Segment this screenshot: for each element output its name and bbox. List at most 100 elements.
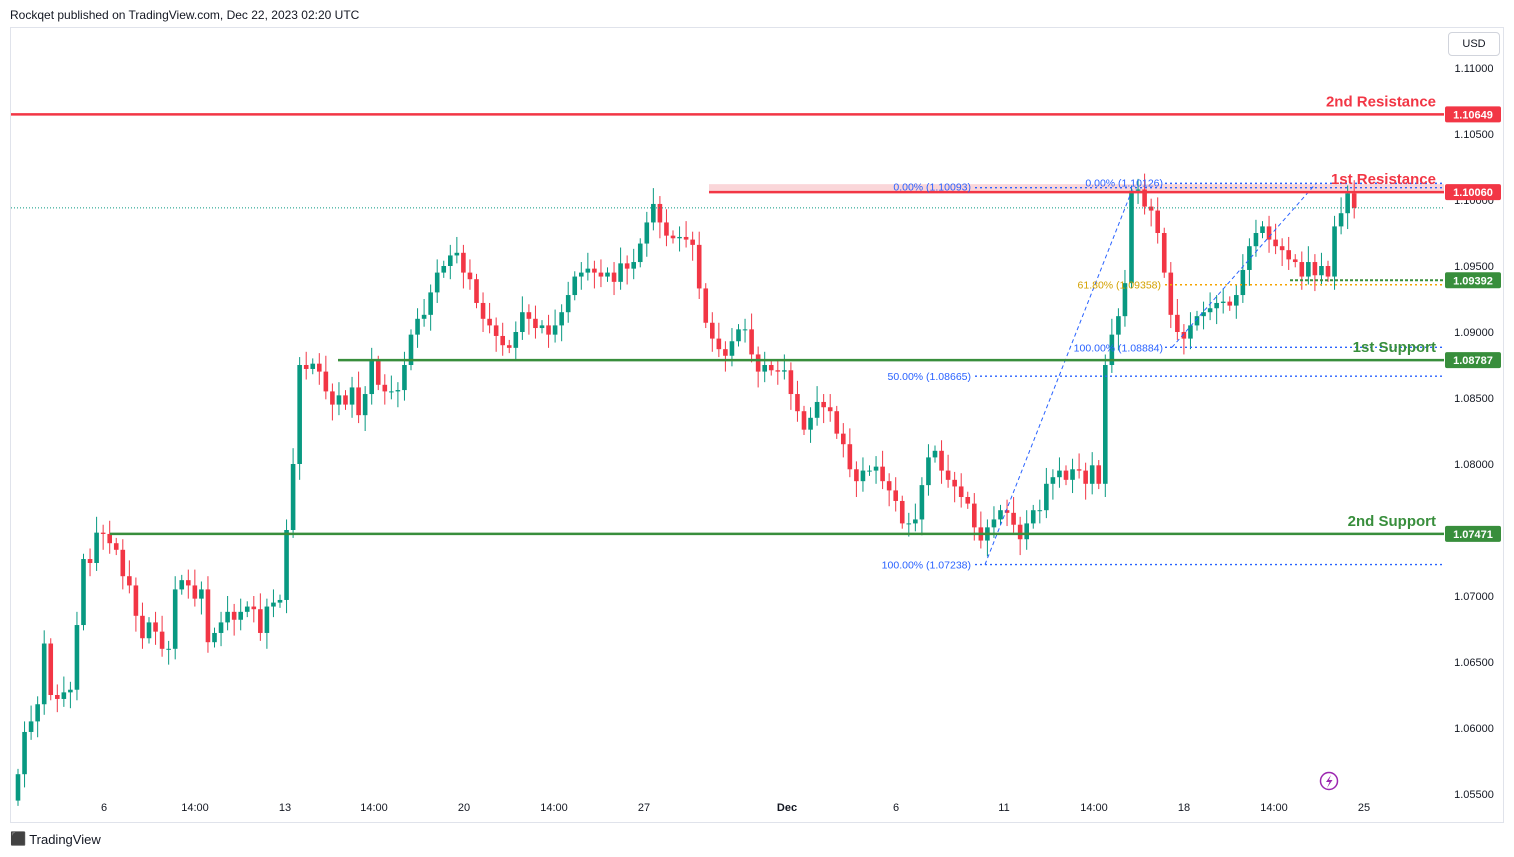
candle-body <box>696 244 702 289</box>
candle-body <box>768 365 774 371</box>
candle-body <box>972 503 977 528</box>
candle-body <box>251 606 257 610</box>
time-tick-label: 20 <box>458 802 470 814</box>
price-tick-label: 1.05500 <box>1454 789 1494 801</box>
candle-body <box>945 470 951 480</box>
candle-body <box>1057 470 1062 478</box>
candle-body <box>1299 262 1305 277</box>
candle-body <box>408 334 414 365</box>
price-tick-label: 1.09000 <box>1454 327 1494 339</box>
candle-body <box>448 255 453 266</box>
candle-body <box>1345 193 1350 214</box>
candle-body <box>651 203 656 223</box>
candle-body <box>886 481 892 491</box>
candle-body <box>1214 302 1219 309</box>
time-tick-label: 14:00 <box>360 802 388 814</box>
candle-body <box>428 292 433 315</box>
candle-body <box>277 599 283 603</box>
candle-body <box>1351 193 1357 208</box>
candle-body <box>441 266 447 273</box>
candle-body <box>742 329 748 331</box>
candle-body <box>179 580 185 590</box>
brand-text: TradingView <box>29 831 101 847</box>
candle-body <box>500 335 505 346</box>
candle-body <box>480 302 486 319</box>
price-tick-label: 1.08000 <box>1454 459 1494 471</box>
candle-body <box>1266 226 1272 240</box>
candle-body <box>1083 470 1088 484</box>
candle-body <box>854 469 859 482</box>
candle-body <box>1286 250 1291 260</box>
candle-body <box>290 464 296 530</box>
candle-body <box>22 731 27 775</box>
candle-body <box>559 312 564 326</box>
candle-body <box>716 338 722 350</box>
candle-body <box>205 589 211 643</box>
candle-body <box>755 354 761 372</box>
candle-body <box>454 252 460 256</box>
candle-body <box>637 243 643 263</box>
price-tag-r2: 1.10649 <box>1445 106 1501 123</box>
candle-body <box>1161 233 1167 273</box>
candle-body <box>579 272 584 277</box>
resistance-1-label: 1st Resistance <box>1331 171 1436 188</box>
price-tag-s2: 1.07471 <box>1445 525 1501 542</box>
candle-body <box>683 236 689 240</box>
candle-body <box>336 395 342 405</box>
price-tick-label: 1.11000 <box>1455 63 1494 75</box>
candle-body <box>1227 301 1233 306</box>
candle-body <box>55 695 60 699</box>
time-tick-label: 14:00 <box>540 802 568 814</box>
price-tag-s1-text: 1.08787 <box>1453 355 1493 367</box>
candle-body <box>474 279 479 303</box>
candle-body <box>1220 301 1226 303</box>
candle-body <box>35 704 40 722</box>
candle-body <box>15 774 21 801</box>
candle-body <box>356 387 361 416</box>
time-tick-label: 6 <box>101 802 107 814</box>
time-axis[interactable]: 6 14:00 13 14:00 20 14:00 27 Dec 6 11 14:00 18 14:00… <box>101 802 1370 814</box>
candle-body <box>1338 213 1344 227</box>
candlestick-series <box>15 173 1357 806</box>
currency-button[interactable]: USD <box>1448 32 1500 56</box>
tradingview-brand[interactable]: ⬛ TradingView <box>10 831 101 847</box>
candle-body <box>998 510 1003 520</box>
candle-body <box>87 559 93 563</box>
candle-body <box>670 235 676 239</box>
candle-body <box>808 417 813 430</box>
candle-body <box>821 401 826 408</box>
candle-body <box>1142 189 1147 207</box>
time-tick-label: 27 <box>638 802 650 814</box>
candle-body <box>965 497 971 504</box>
candle-body <box>284 530 289 600</box>
candle-body <box>100 532 106 534</box>
candle-body <box>1030 510 1036 524</box>
candle-body <box>585 268 591 273</box>
candle-body <box>913 519 918 524</box>
price-tag-r2-text: 1.10649 <box>1453 109 1493 121</box>
candle-body <box>186 580 191 586</box>
candle-body <box>513 332 519 348</box>
candle-body <box>317 363 322 372</box>
lightning-icon[interactable] <box>1319 771 1339 791</box>
price-axis[interactable]: 1.110001.105001.100001.095001.090001.085… <box>1454 63 1494 801</box>
candle-body <box>899 500 905 524</box>
candle-body <box>952 479 957 487</box>
fib-trend-line-b <box>1171 183 1317 348</box>
candle-body <box>369 361 374 395</box>
candle-body <box>1253 233 1259 247</box>
candle-body <box>41 643 47 705</box>
candle-body <box>1240 269 1246 296</box>
candle-body <box>1004 510 1010 513</box>
candle-body <box>199 589 204 599</box>
candle-body <box>1247 246 1252 270</box>
candle-body <box>611 272 617 282</box>
candle-body <box>991 519 997 528</box>
candle-body <box>28 721 34 732</box>
price-tag-s2-text: 1.07471 <box>1453 529 1493 541</box>
candle-body <box>271 602 276 607</box>
chart-frame <box>10 27 1504 823</box>
candle-body <box>1194 316 1200 326</box>
time-tick-label: 14:00 <box>1080 802 1108 814</box>
